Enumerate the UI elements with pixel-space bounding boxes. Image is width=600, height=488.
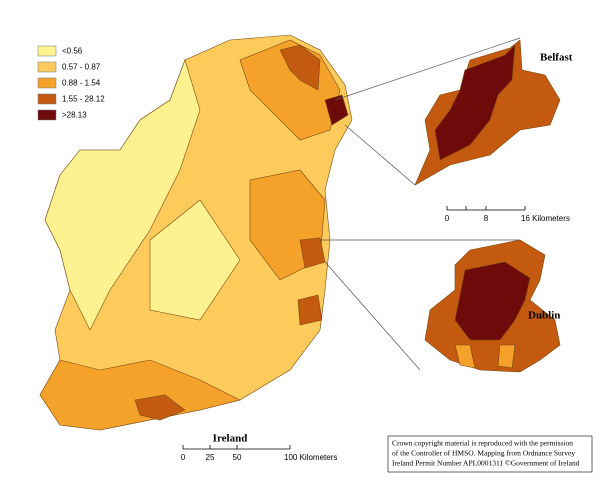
region: [324, 94, 349, 126]
legend-label: 0.57 - 0.87: [62, 63, 101, 72]
legend-swatch: [37, 93, 57, 105]
copyright-box: [387, 435, 593, 473]
region: [434, 44, 516, 161]
scale-label: 8: [484, 214, 489, 223]
region: [279, 44, 321, 91]
scale-bar: [182, 445, 291, 450]
scale-label: 16 Kilometers: [521, 214, 570, 223]
leader-line: [324, 261, 421, 371]
region: [297, 294, 323, 326]
region: [454, 344, 476, 369]
legend-label: <0.56: [62, 47, 83, 56]
scale-bar: [446, 206, 526, 211]
dublin-inset: [424, 239, 561, 373]
scale-label: 50: [233, 453, 242, 462]
legend-swatch: [37, 77, 57, 89]
legend-label: 0.88 - 1.54: [62, 79, 101, 88]
region: [497, 344, 516, 369]
scale-title: Ireland: [213, 433, 248, 445]
legend-label: 1.55 - 28.12: [62, 95, 105, 104]
leader-line: [344, 124, 416, 186]
copyright-line: of the Controller of HMSO. Mapping from …: [392, 449, 575, 458]
region: [134, 394, 186, 421]
region: [39, 359, 241, 431]
scale-label: 0: [181, 453, 186, 462]
ireland-map: [39, 34, 353, 431]
inset-label: Dublin: [528, 310, 560, 322]
legend: <0.56 0.57 - 0.87 0.88 - 1.54 1.55 - 28.12 >…: [37, 45, 105, 121]
region: [44, 59, 201, 331]
legend-swatch: [37, 61, 57, 73]
leader-lines: [320, 37, 521, 371]
inset-label: Belfast: [540, 52, 573, 64]
scale-label: 0: [445, 214, 450, 223]
belfast-inset: [414, 39, 561, 186]
region: [149, 199, 241, 321]
region: [454, 261, 531, 341]
scale-label: 100 Kilometers: [284, 453, 337, 462]
leader-line: [334, 37, 521, 101]
scale-label: 25: [206, 453, 215, 462]
legend-label: >28.13: [62, 111, 87, 120]
copyright-line: Ireland Permit Number APL0001311 ©Govern…: [392, 459, 580, 468]
legend-swatch: [37, 45, 57, 57]
copyright-line: Crown copyright material is reproduced w…: [392, 439, 573, 448]
legend-swatch: [37, 109, 57, 121]
